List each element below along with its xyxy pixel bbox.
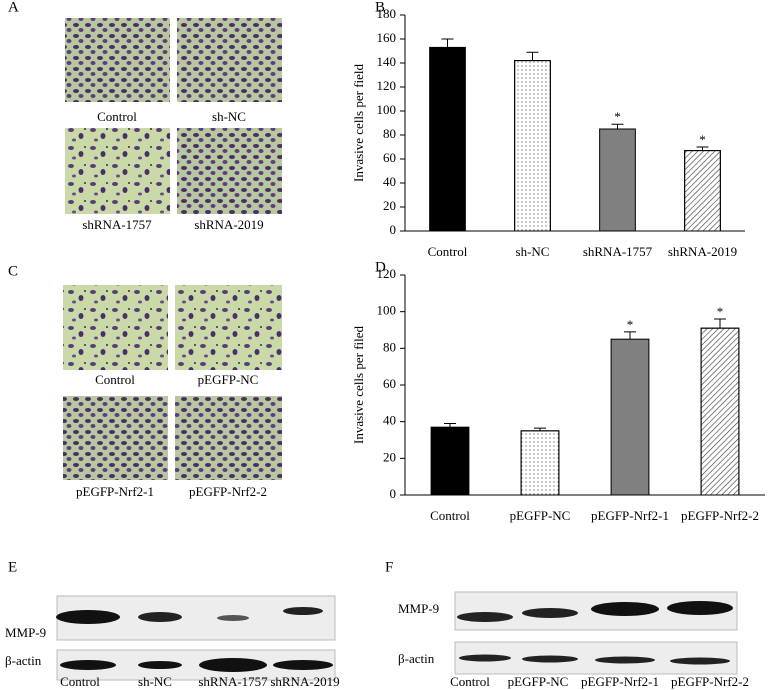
- band: [670, 657, 730, 665]
- band: [283, 607, 323, 615]
- caption: Control: [97, 109, 137, 124]
- lane-label: shRNA-1757: [198, 674, 268, 689]
- band: [595, 656, 655, 664]
- y-tick-label: 100: [377, 303, 397, 318]
- lane-label: Control: [450, 674, 490, 689]
- error-bar: [624, 331, 636, 340]
- error-bar: [534, 427, 546, 431]
- bar: [610, 338, 650, 496]
- y-tick-label: 20: [383, 198, 396, 213]
- micrograph: [175, 285, 282, 370]
- row-label: MMP-9: [398, 601, 439, 616]
- band: [56, 610, 120, 624]
- bar: [599, 128, 636, 232]
- error-bar: [441, 38, 454, 48]
- row-label: MMP-9: [5, 625, 46, 640]
- band: [457, 612, 513, 622]
- caption: Control: [95, 372, 135, 387]
- y-tick-label: 40: [383, 413, 396, 428]
- x-tick-label: pEGFP-NC: [510, 508, 571, 523]
- y-tick-label: 0: [390, 486, 397, 501]
- x-tick-label: shRNA-2019: [668, 244, 737, 259]
- caption: sh-NC: [212, 109, 246, 124]
- band: [217, 615, 249, 621]
- bar-pattern: [514, 60, 551, 232]
- micrograph: [63, 396, 168, 480]
- y-tick-label: 180: [377, 6, 397, 21]
- micrograph: [177, 18, 282, 102]
- row-label: β-actin: [5, 653, 42, 668]
- y-axis-label: Invasive cells per filed: [351, 325, 366, 444]
- bar: [430, 426, 470, 496]
- lane-label: Control: [60, 674, 100, 689]
- band: [667, 601, 733, 615]
- y-axis-label: Invasive cells per field: [351, 63, 366, 182]
- panel-label: C: [8, 263, 18, 279]
- bar-pattern: [684, 150, 721, 232]
- bar-pattern: [700, 327, 740, 496]
- lane-label: shRNA-2019: [270, 674, 339, 689]
- caption: pEGFP-Nrf2-2: [189, 484, 267, 499]
- x-tick-label: Control: [430, 508, 470, 523]
- micrograph: [175, 396, 282, 480]
- caption: shRNA-2019: [194, 217, 263, 232]
- y-tick-label: 60: [383, 150, 396, 165]
- band: [138, 612, 182, 622]
- y-tick-label: 0: [390, 222, 397, 237]
- caption: shRNA-1757: [82, 217, 152, 232]
- x-tick-label: Control: [428, 244, 468, 259]
- x-tick-label: sh-NC: [516, 244, 550, 259]
- error-bar: [444, 423, 456, 428]
- error-bar: [714, 318, 726, 329]
- caption: pEGFP-NC: [198, 372, 259, 387]
- y-tick-label: 20: [383, 449, 396, 464]
- error-bar: [696, 146, 709, 151]
- micrograph: [63, 285, 168, 370]
- lane-label: pEGFP-NC: [508, 674, 569, 689]
- band: [60, 660, 116, 670]
- band: [273, 660, 333, 670]
- y-tick-label: 80: [383, 339, 396, 354]
- significance-mark: *: [614, 109, 621, 124]
- caption: pEGFP-Nrf2-1: [76, 484, 154, 499]
- micrograph: [177, 128, 282, 214]
- micrograph: [65, 128, 170, 214]
- panel-label: E: [8, 559, 17, 575]
- x-tick-label: shRNA-1757: [583, 244, 653, 259]
- y-tick-label: 140: [377, 54, 397, 69]
- significance-mark: *: [717, 304, 724, 319]
- micrograph: [65, 18, 170, 102]
- y-tick-label: 160: [377, 30, 397, 45]
- band: [459, 654, 511, 662]
- band: [522, 608, 578, 618]
- bar-pattern: [520, 430, 560, 496]
- x-tick-label: pEGFP-Nrf2-2: [681, 508, 759, 523]
- bar: [429, 46, 466, 232]
- y-tick-label: 120: [377, 78, 397, 93]
- panel-label: D: [375, 259, 386, 275]
- error-bar: [611, 123, 624, 129]
- row-label: β-actin: [398, 651, 435, 666]
- band: [199, 658, 267, 672]
- band: [522, 655, 578, 663]
- y-tick-label: 100: [377, 102, 397, 117]
- lane-label: sh-NC: [138, 674, 172, 689]
- x-tick-label: pEGFP-Nrf2-1: [591, 508, 669, 523]
- y-tick-label: 80: [383, 126, 396, 141]
- y-tick-label: 120: [377, 266, 397, 281]
- lane-label: pEGFP-Nrf2-1: [581, 674, 659, 689]
- error-bar: [526, 51, 539, 61]
- lane-label: pEGFP-Nrf2-2: [671, 674, 749, 689]
- panel-label: F: [385, 559, 393, 575]
- y-tick-label: 60: [383, 376, 396, 391]
- significance-mark: *: [699, 132, 706, 147]
- panel-label: B: [375, 0, 385, 15]
- band: [591, 602, 659, 616]
- band: [138, 661, 182, 669]
- y-tick-label: 40: [383, 174, 396, 189]
- panel-label: A: [8, 0, 19, 15]
- significance-mark: *: [627, 317, 634, 332]
